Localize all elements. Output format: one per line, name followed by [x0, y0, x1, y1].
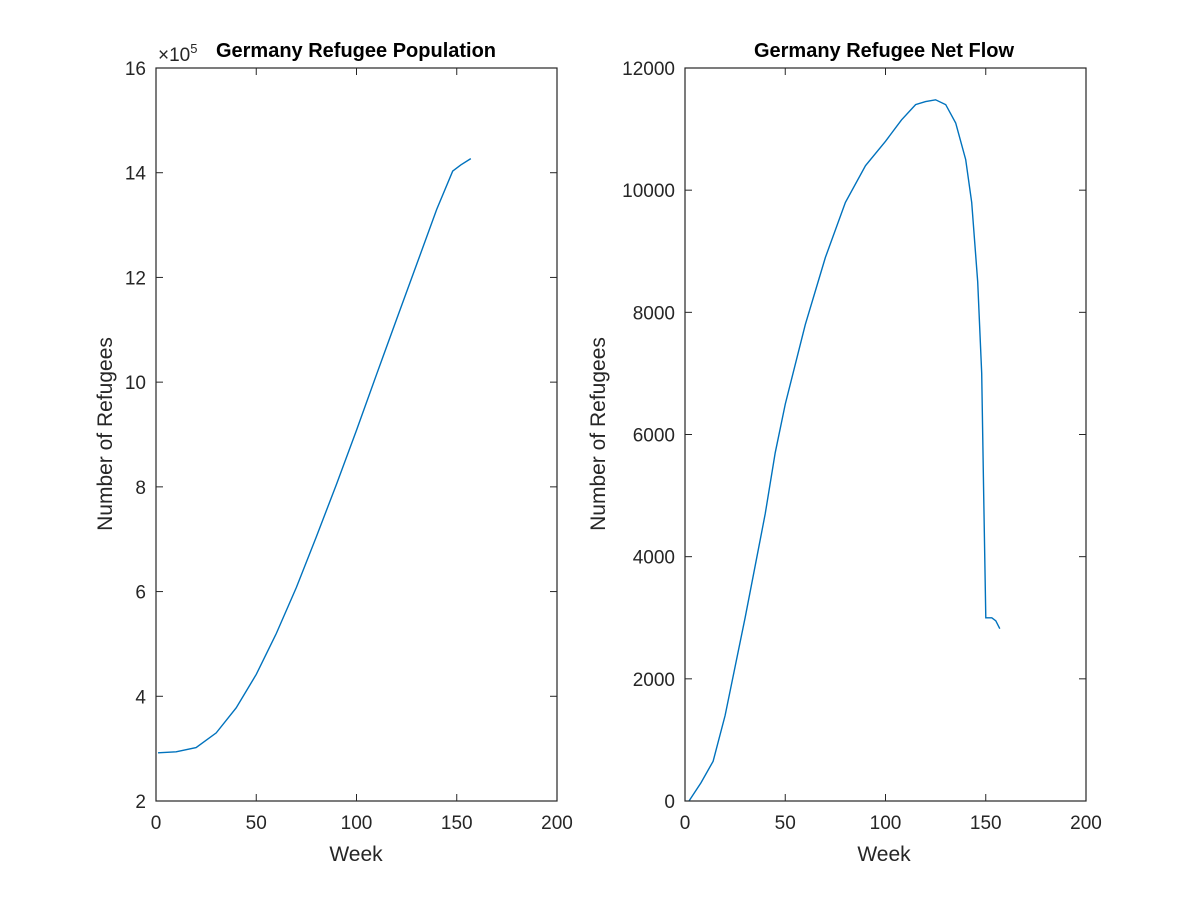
population-y-tick-label: 6	[135, 583, 146, 604]
population-x-tick-label: 150	[441, 813, 473, 834]
net-flow-chart-title: Germany Refugee Net Flow	[754, 40, 1015, 62]
net-flow-x-tick-label: 100	[870, 813, 902, 834]
population-x-axis-label: Week	[329, 843, 383, 866]
net-flow-y-tick-label: 4000	[633, 548, 675, 569]
population-y-tick-label: 14	[125, 164, 147, 185]
net-flow-x-tick-label: 0	[680, 813, 691, 834]
population-y-tick-label: 4	[135, 687, 146, 708]
net-flow-y-tick-label: 0	[664, 792, 675, 813]
net-flow-y-tick-label: 6000	[633, 426, 675, 447]
population-series-line	[157, 158, 472, 754]
population-x-tick-label: 50	[246, 813, 267, 834]
population-x-tick-label: 100	[341, 813, 373, 834]
population-y-tick-label: 12	[125, 268, 146, 289]
population-subplot: Germany Refugee Population Week Number o…	[94, 40, 573, 866]
net-flow-x-axis-label: Week	[857, 843, 911, 866]
net-flow-subplot: Germany Refugee Net Flow Week Number of …	[587, 40, 1102, 866]
population-y-tick-label: 16	[125, 59, 146, 80]
population-y-tick-label: 2	[135, 792, 146, 813]
net-flow-y-tick-label: 12000	[622, 59, 675, 80]
population-y-tick-label: 10	[125, 373, 146, 394]
population-x-tick-label: 0	[151, 813, 162, 834]
net-flow-axes-box	[684, 67, 1087, 802]
population-axes-box	[155, 67, 558, 802]
net-flow-y-tick-label: 10000	[622, 181, 675, 202]
net-flow-y-tick-label: 2000	[633, 670, 675, 691]
net-flow-x-tick-label: 200	[1070, 813, 1102, 834]
net-flow-y-axis-label: Number of Refugees	[587, 337, 610, 531]
population-chart-title: Germany Refugee Population	[216, 40, 496, 62]
net-flow-x-tick-label: 50	[775, 813, 796, 834]
population-x-tick-label: 200	[541, 813, 573, 834]
net-flow-y-tick-label: 8000	[633, 303, 675, 324]
net-flow-x-tick-label: 150	[970, 813, 1002, 834]
population-y-tick-label: 8	[135, 478, 146, 499]
population-ticks: 0 50 100 150 200 2 4 6 8 10 12 14 16	[125, 59, 573, 834]
net-flow-series-line	[688, 99, 1001, 802]
population-y-axis-label: Number of Refugees	[94, 337, 117, 531]
